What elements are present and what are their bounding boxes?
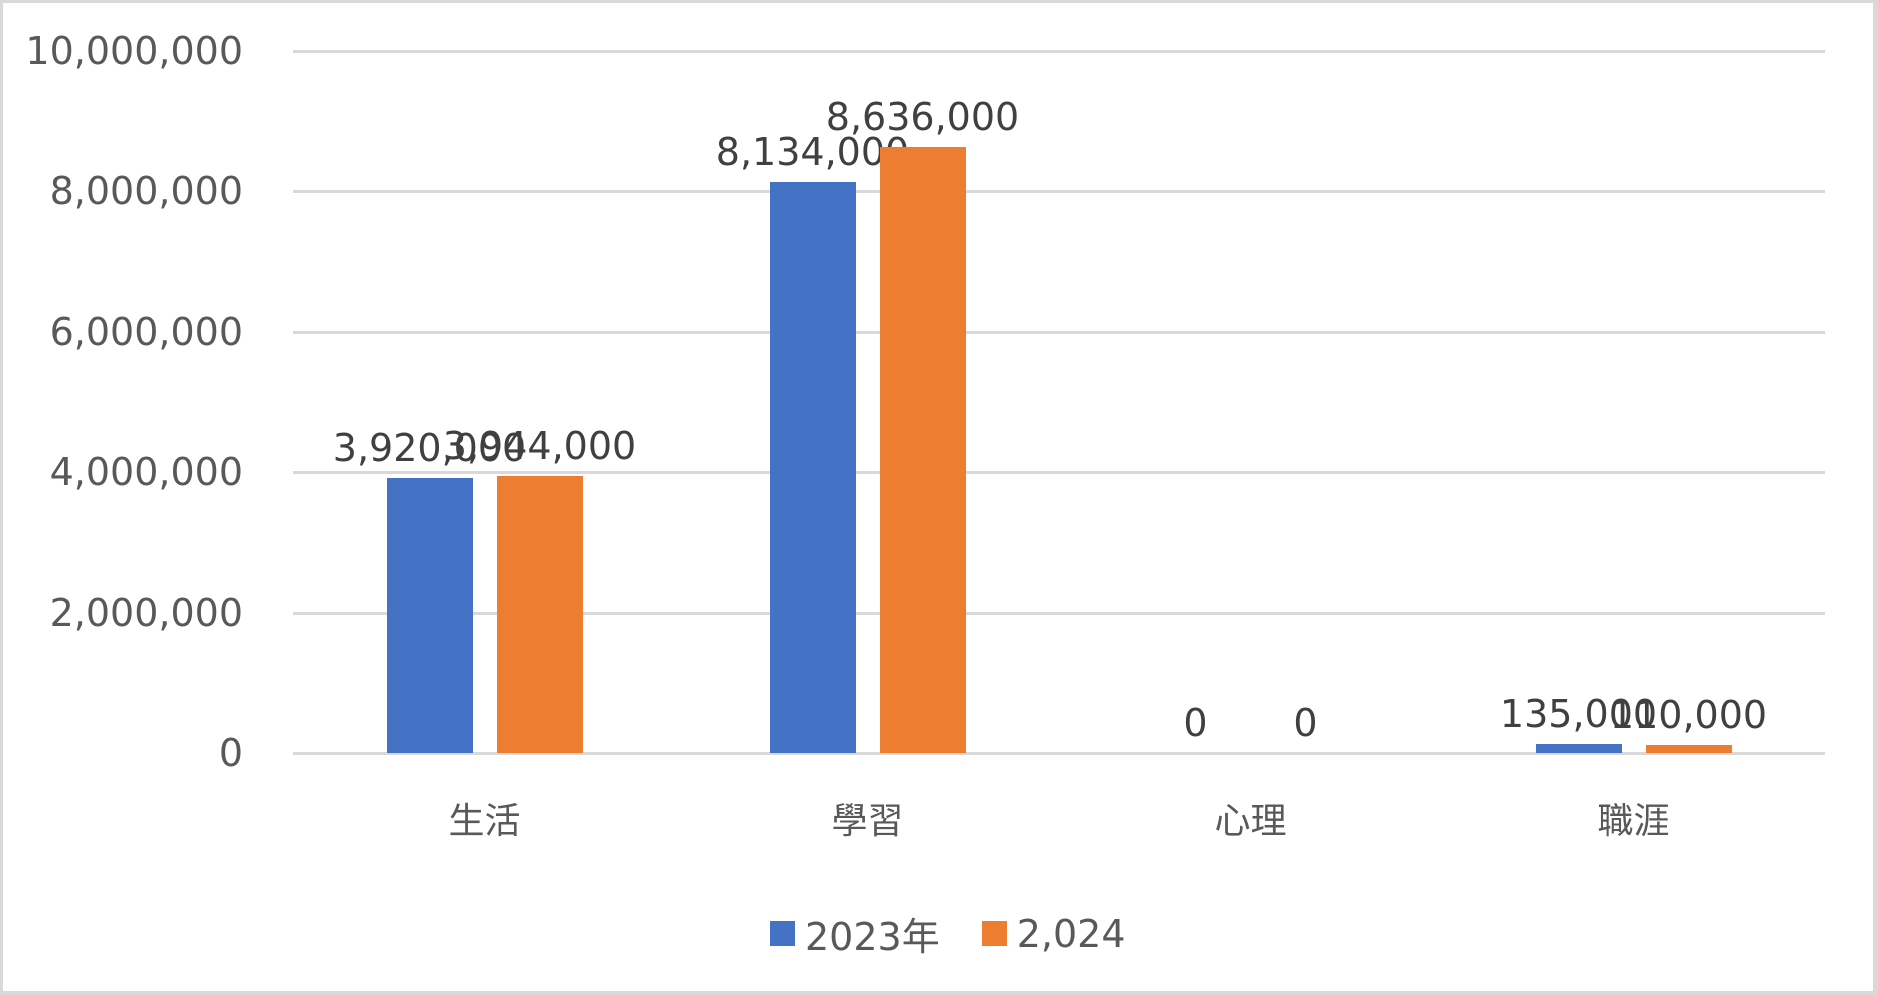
legend-item-2024: 2,024 (981, 911, 1126, 956)
y-tick-label: 6,000,000 (49, 309, 243, 354)
data-label: 135,000 (1499, 691, 1658, 736)
bar-2024-0 (496, 476, 583, 753)
x-category-label: 生活 (448, 801, 521, 842)
data-label: 3,920,000 (332, 425, 527, 470)
gridline (293, 190, 1825, 194)
data-label: 8,636,000 (825, 94, 1020, 139)
x-axis-line (293, 752, 1825, 755)
legend-item-2023: 2023年 (770, 906, 940, 961)
legend-label-2024: 2,024 (1016, 911, 1126, 956)
bar-2023-0 (386, 477, 473, 753)
gridline (293, 611, 1825, 615)
x-category-label: 職涯 (1597, 801, 1670, 842)
y-tick-label: 0 (218, 731, 243, 775)
gridline (293, 471, 1825, 475)
data-label: 110,000 (1609, 693, 1768, 738)
data-label: 0 (1183, 701, 1208, 745)
legend-swatch-2024 (981, 921, 1007, 946)
bar-2023-1 (769, 181, 856, 753)
legend-label-2023: 2023年 (805, 915, 940, 959)
bar-2024-1 (879, 146, 966, 753)
chart-area: 2023年 2,024 0 2,000,000 4,000,000 6,000,000… (3, 3, 1873, 991)
y-tick-label: 2,000,000 (49, 590, 243, 635)
legend-swatch-2023 (770, 921, 795, 946)
y-tick-label: 10,000,000 (25, 29, 243, 73)
gridline (293, 50, 1825, 53)
bar-2023-3 (1535, 743, 1622, 753)
gridline (293, 330, 1825, 334)
y-tick-label: 4,000,000 (49, 450, 243, 495)
x-category-label: 心理 (1214, 801, 1287, 842)
bar-2024-3 (1645, 745, 1732, 753)
data-label: 8,134,000 (715, 129, 910, 174)
data-label: 0 (1293, 701, 1318, 745)
legend: 2023年 2,024 (770, 906, 1168, 961)
y-tick-label: 8,000,000 (49, 169, 243, 214)
data-label: 3,944,000 (442, 424, 637, 469)
x-category-label: 學習 (831, 801, 904, 842)
